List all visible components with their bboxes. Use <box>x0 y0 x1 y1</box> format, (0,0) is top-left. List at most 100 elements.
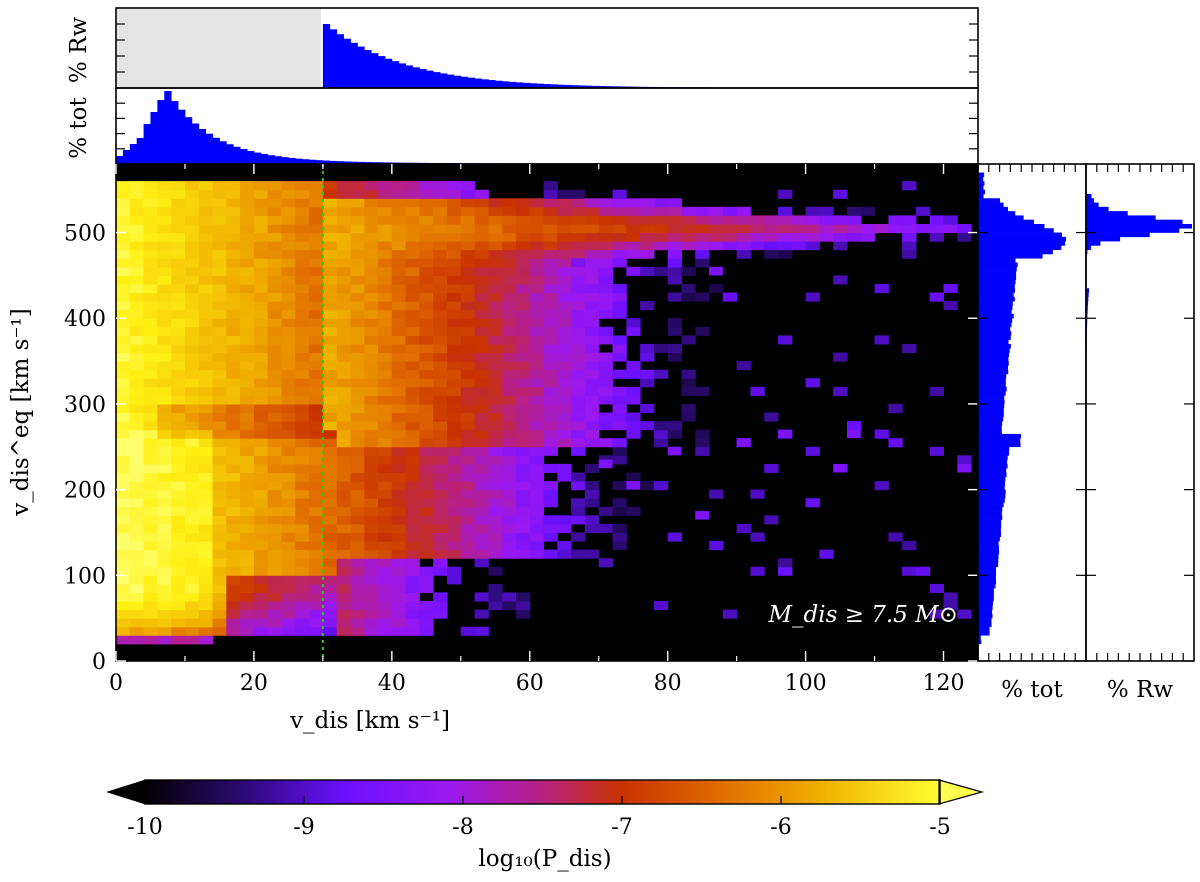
side-tot-bar <box>978 463 1008 469</box>
heatmap-cell <box>240 558 255 568</box>
heatmap-cell <box>253 181 269 191</box>
side-tot-bar <box>978 592 994 598</box>
heatmap-cell <box>543 335 558 345</box>
heatmap-cell <box>502 386 517 396</box>
heatmap-cell <box>129 395 145 405</box>
heatmap-cell <box>350 343 365 353</box>
heatmap-cell <box>295 249 310 259</box>
heatmap-cell <box>391 369 407 379</box>
heatmap-cell <box>171 481 186 491</box>
heatmap-cell <box>212 224 227 234</box>
heatmap-cell <box>171 292 186 302</box>
heatmap-cell <box>309 429 324 439</box>
heatmap-cell <box>212 472 227 482</box>
heatmap-cell <box>185 549 200 559</box>
side-tot-bar <box>978 279 1016 285</box>
heatmap-cell <box>364 343 379 353</box>
heatmap-cell <box>322 583 338 593</box>
heatmap-cell <box>447 386 462 396</box>
heatmap-cell <box>322 618 338 628</box>
heatmap-cell <box>516 601 531 611</box>
heatmap-cell <box>240 352 255 362</box>
heatmap-cell <box>584 343 600 353</box>
top-rw-bar <box>433 72 441 88</box>
top-rw-ylabel: % Rw <box>66 17 92 83</box>
heatmap-cell <box>529 429 545 439</box>
heatmap-cell <box>391 266 407 276</box>
heatmap-cell <box>516 498 531 508</box>
heatmap-cell <box>143 395 158 405</box>
heatmap-cell <box>502 463 517 473</box>
heatmap-cell <box>653 481 669 491</box>
heatmap-cell <box>750 489 765 499</box>
heatmap-cell <box>226 558 241 568</box>
heatmap-cell <box>860 224 876 234</box>
heatmap-cell <box>529 224 545 234</box>
heatmap-cell <box>391 395 407 405</box>
heatmap-cell <box>295 224 310 234</box>
heatmap-cell <box>571 343 586 353</box>
heatmap-cell <box>364 481 379 491</box>
heatmap-cell <box>957 455 972 465</box>
heatmap-cell <box>474 189 489 199</box>
heatmap-cell <box>391 318 407 328</box>
heatmap-cell <box>267 455 282 465</box>
heatmap-cell <box>488 326 503 336</box>
heatmap-cell <box>902 224 917 234</box>
side-tot-bar <box>978 635 981 640</box>
heatmap-cell <box>405 575 420 585</box>
heatmap-cell <box>171 455 186 465</box>
heatmap-cell <box>185 215 200 225</box>
side-tot-bar <box>978 583 996 589</box>
side-tot-bar <box>978 301 1013 306</box>
heatmap-cell <box>157 412 172 422</box>
heatmap-cell <box>309 626 324 636</box>
heatmap-cell <box>143 309 158 319</box>
heatmap-cell <box>253 541 269 551</box>
side-tot-bar <box>978 631 990 636</box>
heatmap-cell <box>929 224 944 234</box>
heatmap-cell <box>295 412 310 422</box>
heatmap-cell <box>391 258 407 268</box>
heatmap-cell <box>240 343 255 353</box>
heatmap-cell <box>571 412 586 422</box>
heatmap-cell <box>267 446 282 456</box>
side-tot-bar <box>978 318 1013 323</box>
heatmap-cell <box>350 481 365 491</box>
heatmap-cell <box>709 284 724 294</box>
heatmap-cell <box>336 592 351 602</box>
heatmap-cell <box>309 301 324 311</box>
heatmap-cell <box>433 429 448 439</box>
heatmap-cell <box>640 241 655 251</box>
heatmap-cell <box>171 232 186 242</box>
heatmap-cell <box>309 215 324 225</box>
heatmap-cell <box>350 549 365 559</box>
heatmap-cell <box>240 583 255 593</box>
heatmap-cell <box>309 498 324 508</box>
heatmap-cell <box>212 455 227 465</box>
colorbar-tick-label: -6 <box>770 815 791 840</box>
heatmap-cell <box>364 489 379 499</box>
heatmap-cell <box>433 266 448 276</box>
heatmap-cell <box>502 601 517 611</box>
heatmap-cell <box>391 438 407 448</box>
heatmap-cell <box>281 523 296 533</box>
side-tot-panel: % tot <box>977 163 1087 703</box>
heatmap-cell <box>488 275 503 285</box>
heatmap-cell <box>460 506 476 516</box>
heatmap-cell <box>584 438 600 448</box>
heatmap-cell <box>212 232 227 242</box>
heatmap-cell <box>185 352 200 362</box>
heatmap-cell <box>598 412 613 422</box>
heatmap-cell <box>350 609 365 619</box>
heatmap-cell <box>419 258 434 268</box>
heatmap-cell <box>460 489 476 499</box>
side-tot-bar <box>978 215 1024 220</box>
heatmap-cell <box>640 215 655 225</box>
heatmap-cell <box>598 378 613 388</box>
heatmap-cell <box>143 438 158 448</box>
heatmap-cell <box>460 352 476 362</box>
heatmap-cell <box>198 258 214 268</box>
heatmap-cell <box>185 609 200 619</box>
heatmap-cell <box>529 318 545 328</box>
